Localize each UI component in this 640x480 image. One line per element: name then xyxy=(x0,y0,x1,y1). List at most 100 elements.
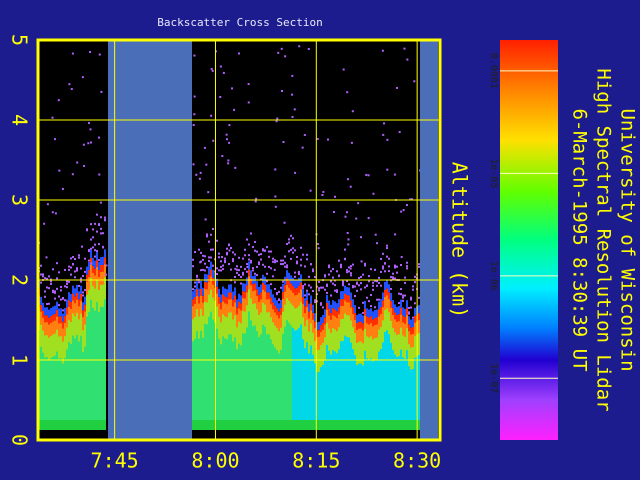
field-column xyxy=(208,292,210,317)
field-column xyxy=(376,317,378,325)
field-column xyxy=(200,288,202,296)
field-column xyxy=(314,327,316,342)
field-dot xyxy=(200,251,202,254)
field-column xyxy=(200,294,202,309)
field-dot xyxy=(80,267,82,270)
field-column xyxy=(208,314,210,420)
field-column xyxy=(374,358,376,420)
field-column xyxy=(300,300,302,325)
field-column xyxy=(326,420,328,430)
field-column xyxy=(350,292,352,301)
field-column xyxy=(264,302,266,327)
field-column xyxy=(296,279,298,288)
field-column xyxy=(398,332,400,357)
field-column xyxy=(296,293,298,308)
field-column xyxy=(98,309,100,420)
field-column xyxy=(224,314,226,339)
field-dot xyxy=(324,274,326,277)
field-column xyxy=(278,329,280,354)
field-column xyxy=(278,303,280,312)
field-dot xyxy=(340,263,342,266)
field-column xyxy=(378,349,380,420)
field-column xyxy=(316,370,318,420)
field-column xyxy=(232,317,234,342)
field-column xyxy=(406,300,408,309)
field-column xyxy=(330,330,332,355)
field-dot xyxy=(278,298,280,301)
field-dot xyxy=(394,277,396,280)
field-dot xyxy=(308,293,310,296)
field-column xyxy=(400,347,402,420)
field-dot xyxy=(400,255,403,258)
field-column xyxy=(326,342,328,420)
field-dot xyxy=(348,283,350,286)
field-column xyxy=(68,340,70,420)
field-dot xyxy=(368,280,370,283)
field-dot xyxy=(61,187,64,190)
field-column xyxy=(210,309,212,420)
field-dot xyxy=(368,300,370,303)
field-dot xyxy=(220,269,222,272)
field-column xyxy=(82,350,84,420)
field-column xyxy=(204,281,206,289)
field-column xyxy=(96,260,98,268)
field-column xyxy=(260,298,262,313)
field-dot xyxy=(58,304,60,307)
field-dot xyxy=(260,253,262,256)
field-column xyxy=(282,291,284,299)
field-column xyxy=(372,325,374,340)
field-dot xyxy=(74,276,76,279)
field-dot xyxy=(380,284,382,287)
x-tick-label: 7:45 xyxy=(91,449,139,473)
field-dot xyxy=(292,237,294,240)
field-column xyxy=(84,420,86,430)
field-column xyxy=(320,325,322,333)
field-column xyxy=(234,335,236,420)
field-dot xyxy=(342,282,344,285)
field-column xyxy=(40,420,42,430)
field-dot xyxy=(395,86,398,89)
field-column xyxy=(418,420,420,430)
field-dot xyxy=(412,288,414,291)
field-column xyxy=(104,275,106,300)
field-column xyxy=(60,334,62,359)
field-column xyxy=(256,295,258,310)
field-dot xyxy=(406,265,408,268)
field-column xyxy=(334,309,336,317)
field-dot xyxy=(226,253,228,256)
field-column xyxy=(318,335,320,350)
field-column xyxy=(350,340,352,420)
field-column xyxy=(210,420,212,430)
field-dot xyxy=(381,49,384,52)
field-dot xyxy=(292,251,294,254)
field-column xyxy=(352,325,354,350)
field-column xyxy=(104,420,106,430)
field-column xyxy=(328,300,330,309)
field-dot xyxy=(316,285,318,288)
field-dot xyxy=(402,294,404,297)
field-column xyxy=(334,349,336,420)
field-column xyxy=(60,322,62,337)
field-dot xyxy=(88,259,90,262)
field-dot xyxy=(280,89,283,92)
field-column xyxy=(408,420,410,430)
field-column xyxy=(212,277,214,285)
field-column xyxy=(410,327,412,335)
field-column xyxy=(220,308,222,323)
field-dot xyxy=(346,271,348,274)
colorbar-tick-label: 1e-06 xyxy=(488,261,499,291)
field-column xyxy=(370,334,372,359)
field-column xyxy=(44,307,46,316)
field-dot xyxy=(301,146,304,149)
field-dot xyxy=(226,251,228,254)
field-column xyxy=(192,305,194,320)
field-dot xyxy=(296,260,298,263)
field-column xyxy=(346,335,348,420)
field-dot xyxy=(234,281,236,284)
field-column xyxy=(400,307,402,315)
field-dot xyxy=(400,288,402,291)
field-dot xyxy=(54,297,56,300)
field-column xyxy=(320,343,322,368)
field-dot xyxy=(378,298,380,301)
field-dot xyxy=(60,289,62,292)
